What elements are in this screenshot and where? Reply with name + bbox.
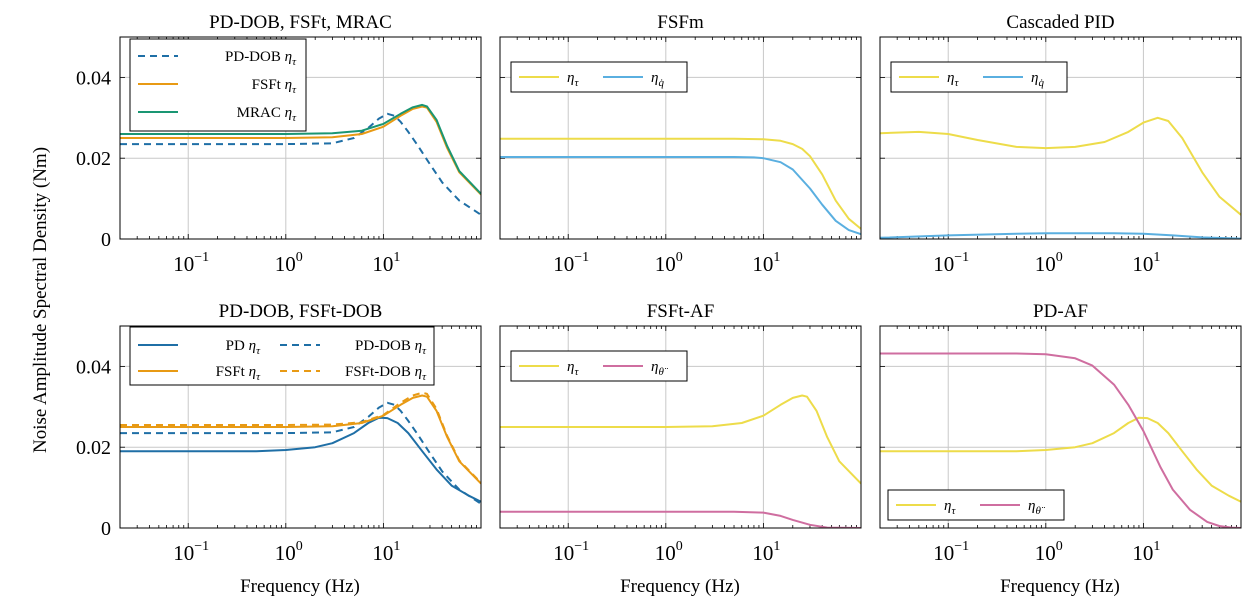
legend: ητ ηq̇ bbox=[890, 61, 1068, 93]
series-line bbox=[500, 510, 861, 528]
series-group bbox=[880, 116, 1241, 239]
plot-frame bbox=[499, 36, 862, 240]
chart-title: PD-DOB, FSFt-DOB bbox=[219, 301, 383, 322]
chart-p6: PD-AF 10−1 100 101 ητ ηθ̈ bbox=[879, 301, 1242, 565]
series-line bbox=[500, 394, 861, 485]
x-axis-label-col1: Frequency (Hz) bbox=[240, 576, 360, 597]
legend-label: ηθ̈ bbox=[651, 359, 669, 378]
chart-title: FSFm bbox=[657, 12, 704, 33]
x-tick-label: 10−1 bbox=[933, 539, 969, 565]
y-tick-label: 0.02 bbox=[76, 148, 111, 170]
x-tick-label: 101 bbox=[1132, 539, 1160, 565]
series-line bbox=[880, 116, 1241, 216]
x-tick-label: 10−1 bbox=[933, 250, 969, 276]
chart-title: FSFt-AF bbox=[647, 301, 715, 322]
chart-p4: PD-DOB, FSFt-DOB 0 0.02 0.04 10−1 100 101 PD ητ… bbox=[76, 301, 482, 565]
x-tick-label: 100 bbox=[275, 539, 303, 565]
series-line bbox=[880, 416, 1241, 503]
x-axis-label-col3: Frequency (Hz) bbox=[1000, 576, 1120, 597]
legend: ητ ηθ̈ bbox=[510, 350, 688, 382]
legend: PD ητ PD-DOB ητ FSFt ητ FSFt-DOB ητ bbox=[129, 326, 435, 386]
legend-label: PD-DOB ητ bbox=[225, 49, 297, 68]
series-group bbox=[500, 137, 861, 236]
plot-frame bbox=[119, 325, 482, 529]
x-tick-label: 10−1 bbox=[553, 250, 589, 276]
y-tick-label: 0.04 bbox=[76, 67, 111, 89]
chart-p5: FSFt-AF 10−1 100 101 ητ ηθ̈ bbox=[499, 301, 862, 565]
x-tick-label: 101 bbox=[752, 250, 780, 276]
series-line bbox=[880, 352, 1241, 528]
plot-frame bbox=[879, 325, 1242, 529]
series-line bbox=[500, 137, 861, 230]
y-tick-label: 0.04 bbox=[76, 356, 111, 378]
legend-label: ητ bbox=[944, 498, 956, 517]
figure-y-axis-label: Noise Amplitude Spectral Density (Nm) bbox=[30, 147, 51, 453]
legend-label: PD-DOB ητ bbox=[355, 338, 427, 357]
x-tick-label: 10−1 bbox=[553, 539, 589, 565]
x-tick-label: 100 bbox=[655, 250, 683, 276]
legend-label: ηθ̈ bbox=[1028, 498, 1046, 517]
y-tick-label: 0 bbox=[101, 229, 111, 251]
series-group bbox=[120, 391, 481, 505]
y-tick-label: 0.02 bbox=[76, 437, 111, 459]
legend-label: ητ bbox=[567, 70, 579, 89]
legend-label: ητ bbox=[947, 70, 959, 89]
chart-title: PD-DOB, FSFt, MRAC bbox=[209, 12, 392, 33]
series-line bbox=[120, 401, 481, 505]
series-line bbox=[120, 112, 481, 216]
x-tick-label: 101 bbox=[372, 250, 400, 276]
legend-label: ηq̇ bbox=[651, 70, 664, 89]
series-group bbox=[120, 103, 481, 216]
legend-box bbox=[129, 326, 435, 386]
legend-label: ητ bbox=[567, 359, 579, 378]
y-tick-label: 0 bbox=[101, 518, 111, 540]
series-line bbox=[120, 103, 481, 195]
chart-p3: Cascaded PID 10−1 100 101 ητ ηq̇ bbox=[879, 12, 1242, 276]
x-tick-label: 101 bbox=[372, 539, 400, 565]
series-line bbox=[120, 391, 481, 484]
x-tick-label: 100 bbox=[1035, 250, 1063, 276]
chart-title: Cascaded PID bbox=[1006, 12, 1114, 33]
legend-label: ηq̇ bbox=[1031, 70, 1044, 89]
plot-frame bbox=[499, 325, 862, 529]
series-group bbox=[880, 352, 1241, 528]
x-axis-label-col2: Frequency (Hz) bbox=[620, 576, 740, 597]
plot-frame bbox=[879, 36, 1242, 240]
legend: ητ ηq̇ bbox=[510, 61, 688, 93]
plot-frame bbox=[119, 36, 482, 240]
legend-label: FSFt ητ bbox=[252, 77, 297, 96]
series-line bbox=[880, 232, 1241, 239]
x-tick-label: 101 bbox=[752, 539, 780, 565]
legend-label: FSFt-DOB ητ bbox=[345, 364, 427, 383]
x-tick-label: 10−1 bbox=[173, 250, 209, 276]
legend-box bbox=[890, 61, 1068, 93]
series-line bbox=[120, 394, 481, 485]
x-tick-label: 100 bbox=[655, 539, 683, 565]
x-tick-label: 100 bbox=[1035, 539, 1063, 565]
x-tick-label: 10−1 bbox=[173, 539, 209, 565]
legend-label: PD ητ bbox=[226, 338, 261, 357]
chart-p1: PD-DOB, FSFt, MRAC 0 0.02 0.04 10−1 100 101 PD-… bbox=[76, 12, 482, 276]
x-tick-label: 100 bbox=[275, 250, 303, 276]
series-group bbox=[500, 394, 861, 528]
chart-p2: FSFm 10−1 100 101 ητ ηq̇ bbox=[499, 12, 862, 276]
series-line bbox=[500, 156, 861, 236]
legend: PD-DOB ητ FSFt ητ MRAC ητ bbox=[129, 38, 307, 132]
chart-title: PD-AF bbox=[1033, 301, 1088, 322]
x-tick-label: 101 bbox=[1132, 250, 1160, 276]
legend: ητ ηθ̈ bbox=[887, 489, 1065, 521]
series-line bbox=[120, 416, 481, 503]
legend-label: FSFt ητ bbox=[216, 364, 261, 383]
legend-label: MRAC ητ bbox=[237, 105, 297, 124]
